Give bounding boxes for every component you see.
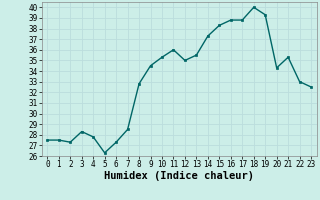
- X-axis label: Humidex (Indice chaleur): Humidex (Indice chaleur): [104, 171, 254, 181]
